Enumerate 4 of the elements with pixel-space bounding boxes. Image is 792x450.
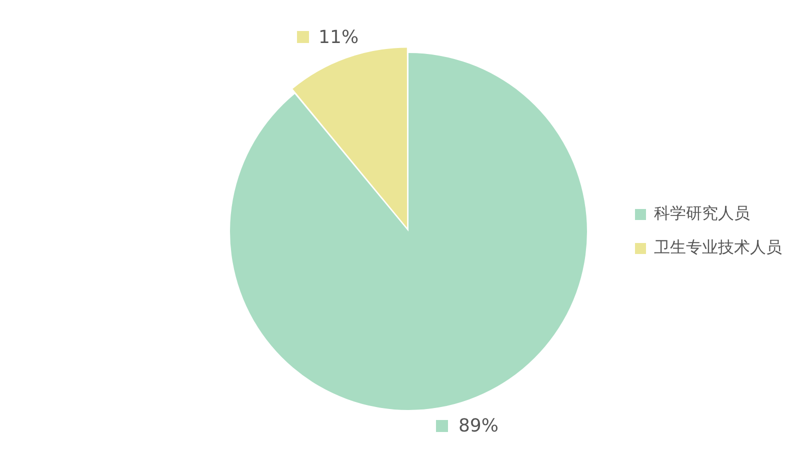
legend-label: 卫生专业技术人员 bbox=[654, 238, 782, 257]
data-label: 11% bbox=[318, 26, 359, 48]
legend-label: 科学研究人员 bbox=[654, 204, 750, 223]
data-label: 89% bbox=[458, 415, 498, 436]
